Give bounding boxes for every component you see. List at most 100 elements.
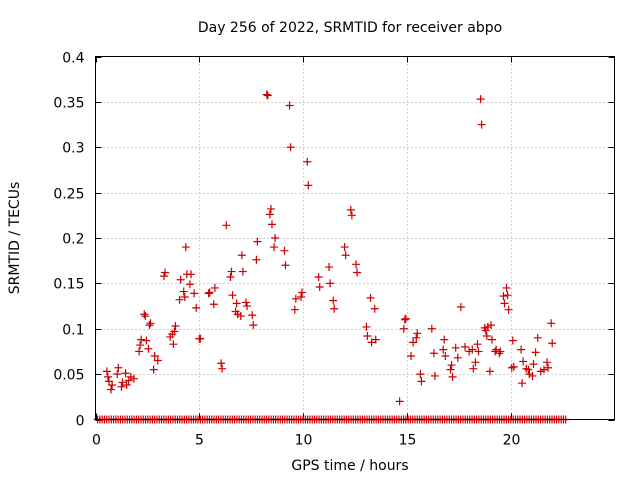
data-point [243,302,252,311]
data-point [544,363,553,372]
y-tick-label: 0.25 [53,187,84,203]
data-point [129,374,138,383]
y-tick-label: 0.05 [53,368,84,384]
data-point [469,364,478,373]
data-point [362,322,371,331]
data-point [238,267,247,276]
data-point [141,312,150,321]
data-point [456,302,465,311]
data-point [341,251,350,260]
data-point [160,272,169,281]
data-point [430,371,439,380]
data-point [518,379,527,388]
data-point [329,296,338,305]
data-point [412,333,421,342]
data-point [263,91,272,100]
data-point [539,365,548,374]
data-point [237,251,246,260]
plot-frame [95,56,615,420]
data-point [461,342,470,351]
data-point [266,204,275,213]
data-point [210,283,219,292]
y-tick-label: 0.1 [62,323,84,339]
x-tick-label: 10 [295,433,313,449]
data-point [413,329,422,338]
data-point [285,101,294,110]
data-point [161,268,170,277]
data-point [280,246,289,255]
data-point [451,343,460,352]
data-point [228,291,237,300]
data-point [315,283,324,292]
data-point [175,295,184,304]
data-point [416,370,425,379]
data-point [117,382,126,391]
data-point [135,347,144,356]
data-point [304,181,313,190]
data-point [114,363,123,372]
data-point [548,339,557,348]
data-point [149,365,158,374]
data-point [218,364,227,373]
data-point [253,237,262,246]
data-point [407,351,416,360]
data-point [453,353,462,362]
x-axis-label: GPS time / hours [291,458,408,474]
data-point [547,319,556,328]
data-point [150,351,159,360]
data-point [543,358,552,367]
data-point [303,157,312,166]
x-tick-label: 20 [503,433,521,449]
data-point [265,210,274,219]
data-point [441,351,450,360]
data-point [471,358,480,367]
y-tick-label: 0.2 [62,232,84,248]
data-point [113,370,122,379]
data-point [508,336,517,345]
data-point [477,120,486,129]
data-point [204,289,213,298]
data-point [440,335,449,344]
data-point [496,347,505,356]
data-point [509,362,518,371]
data-point [517,345,526,354]
data-point [409,338,418,347]
data-point [140,310,149,319]
data-point [252,255,261,264]
data-point [401,314,410,323]
data-point [176,275,185,284]
data-point [476,95,485,104]
data-point [236,312,245,321]
data-point [367,338,376,347]
data-point [533,333,542,342]
data-point [531,348,540,357]
data-point [417,377,426,386]
data-marks [93,90,570,424]
y-tick-label: 0.3 [62,141,84,157]
data-point [136,341,145,350]
data-point [137,335,146,344]
x-tick-label: 5 [195,433,204,449]
data-point [488,335,497,344]
data-point [473,340,482,349]
data-point [529,360,538,369]
data-point [270,243,279,252]
data-point [363,332,372,341]
data-point [353,268,362,277]
data-point [103,372,112,381]
data-point [474,347,483,356]
data-point [500,299,509,308]
data-point [486,321,495,330]
data-point [271,234,280,242]
data-point [495,349,504,358]
data-point [108,381,117,390]
data-point [446,365,455,374]
y-axis-label: SRMTID / TECUs [7,182,23,295]
data-point [180,292,189,301]
data-point [400,315,409,324]
data-point [179,287,188,296]
data-point [153,356,162,365]
data-point [102,367,111,376]
data-point [468,345,477,354]
data-point [190,289,199,298]
